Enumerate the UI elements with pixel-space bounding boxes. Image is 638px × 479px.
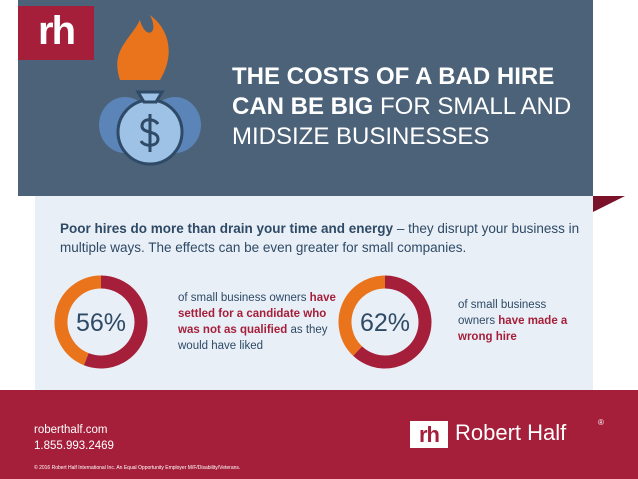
stat-before: of small business owners (178, 292, 310, 304)
donut-remainder (338, 275, 386, 356)
copyright: © 2016 Robert Half International Inc. An… (34, 465, 241, 471)
logo: rh (18, 6, 94, 60)
stat-before: of small business owners (458, 299, 547, 327)
donut-label: 62% (360, 309, 410, 337)
header (18, 0, 593, 196)
registered: ® (598, 418, 604, 427)
donut-value (83, 275, 148, 369)
intro-bold: Poor hires do more than drain your time … (60, 221, 394, 236)
money-bags-icon (99, 15, 201, 166)
title-rest: FOR SMALL AND (373, 93, 572, 120)
title-bold: CAN BE BIG (232, 93, 374, 120)
donut-value (353, 275, 432, 369)
stat-text: of small business owners have settled fo… (178, 290, 338, 354)
title-line: MIDSIZE BUSINESSES (232, 123, 490, 150)
intro: Poor hires do more than drain your time … (60, 219, 580, 257)
title: THE COSTS OF A BAD HIRE CAN BE BIG FOR S… (232, 62, 571, 152)
intro-text: – they disrupt your business in multiple… (60, 221, 580, 255)
title-line: THE COSTS OF A BAD HIRE (232, 63, 555, 90)
stat-bold: have made a wrong hire (458, 315, 568, 343)
donut-label: 56% (76, 309, 126, 337)
brand: Robert Half (455, 420, 567, 445)
stat-bold: have settled for a candidate who was not… (178, 292, 336, 336)
donut-remainder (54, 275, 102, 366)
footer (0, 390, 638, 479)
stat-text: of small business owners have made a wro… (458, 297, 583, 345)
stat-after: as they would have liked (178, 324, 328, 352)
phone: 1.855.993.2469 (34, 440, 114, 452)
brand-logo: rh (410, 421, 448, 448)
website[interactable]: roberthalf.com (34, 424, 108, 436)
